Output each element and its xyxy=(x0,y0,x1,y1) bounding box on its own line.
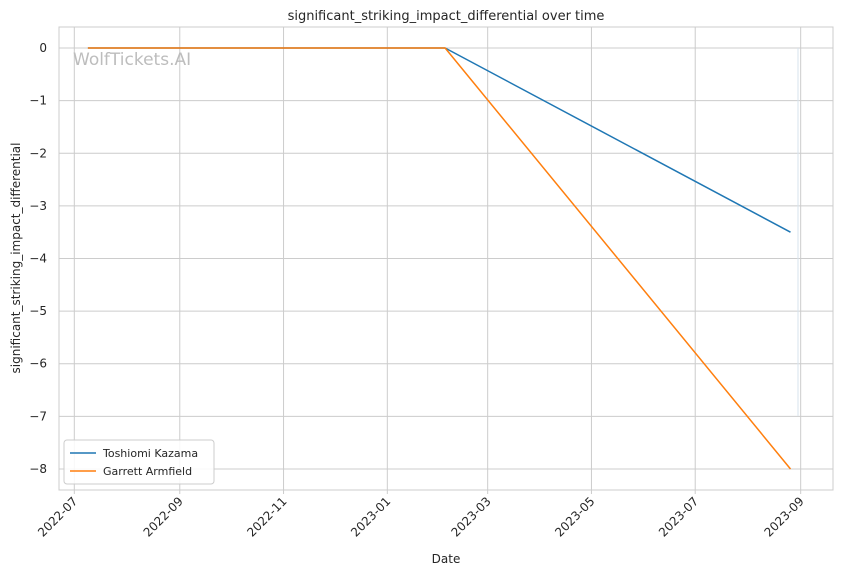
y-tick-label: −2 xyxy=(29,146,47,160)
x-tick-labels: 2022-07 2022-09 2022-11 2023-01 2023-03 2023-… xyxy=(35,490,807,540)
chart-title: significant_striking_impact_differential… xyxy=(288,9,605,24)
legend-box xyxy=(63,439,215,485)
y-tick-label: −1 xyxy=(29,94,47,108)
plot-frame xyxy=(58,26,834,491)
y-tick-label: −6 xyxy=(29,357,47,371)
y-tick-label: −4 xyxy=(29,252,47,266)
y-tick-label: 0 xyxy=(39,41,47,55)
y-tick-labels: 0 −1 −2 −3 −4 −5 −6 −7 −8 xyxy=(29,41,47,476)
x-tick-label: 2023-09 xyxy=(761,494,806,539)
legend: Toshiomi Kazama Garrett Armfield xyxy=(63,439,215,485)
legend-label-garrett-armfield: Garrett Armfield xyxy=(103,465,192,478)
y-axis-title: significant_striking_impact_differential xyxy=(9,143,23,374)
x-tick-label: 2023-01 xyxy=(348,494,393,539)
y-tick-label: −8 xyxy=(29,462,47,476)
x-tick-label: 2023-03 xyxy=(448,494,493,539)
x-tick-label: 2023-05 xyxy=(552,494,597,539)
series-lines xyxy=(87,47,792,470)
x-tick-label: 2022-07 xyxy=(35,494,80,539)
watermark-text: WolfTickets.AI xyxy=(73,50,191,70)
y-tick-label: −3 xyxy=(29,199,47,213)
x-axis-title: Date xyxy=(432,552,461,566)
y-tick-label: −5 xyxy=(29,304,47,318)
series-line-garrett-armfield xyxy=(87,47,792,470)
x-tick-label: 2022-09 xyxy=(141,494,186,539)
x-tick-label: 2023-07 xyxy=(656,494,701,539)
y-tick-label: −7 xyxy=(29,409,47,423)
x-tick-label: 2022-11 xyxy=(244,494,289,539)
legend-label-toshiomi-kazama: Toshiomi Kazama xyxy=(102,447,198,460)
